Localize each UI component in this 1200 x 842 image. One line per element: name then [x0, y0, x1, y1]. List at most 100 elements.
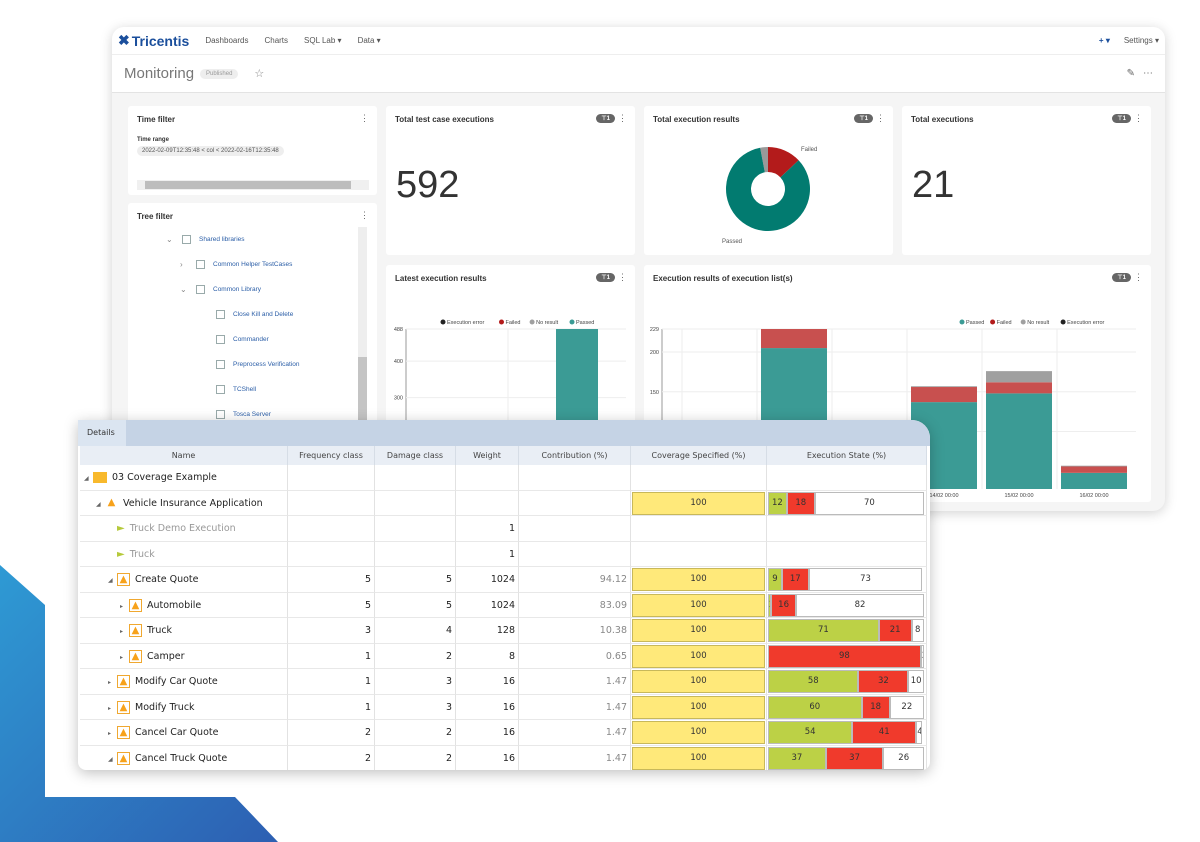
table-row-name[interactable]: ▸ ▲ Truck: [80, 618, 288, 644]
time-range-value[interactable]: 2022-02-09T12:35:48 < col < 2022-02-16T1…: [137, 146, 284, 156]
expand-toggle-icon[interactable]: ◢: [108, 577, 113, 584]
execution-segment-passed: 12: [768, 491, 787, 515]
checkbox[interactable]: [216, 310, 225, 319]
table-row-name[interactable]: ▸ ▲ Modify Truck: [80, 694, 288, 720]
coverage-bar: 100: [632, 746, 765, 770]
filter-badge[interactable]: ⊤1: [596, 114, 615, 123]
chevron-right-icon[interactable]: ›: [180, 260, 183, 269]
card-menu-icon[interactable]: ⋮: [618, 113, 627, 123]
tree-item[interactable]: Close Kill and Delete: [216, 310, 293, 319]
column-header-coverage-specified-[interactable]: Coverage Specified (%): [631, 446, 767, 465]
expand-toggle-icon[interactable]: ▸: [120, 602, 124, 610]
tree-item[interactable]: ⌄ Shared libraries: [166, 235, 245, 244]
status-badge: Published: [200, 68, 239, 79]
table-row-name[interactable]: ◢ 03 Coverage Example: [80, 465, 288, 491]
x-tick-label: 14/02 00:00: [929, 493, 958, 499]
cell-freq: [288, 490, 375, 516]
column-header-execution-state-[interactable]: Execution State (%): [767, 446, 927, 465]
checkbox[interactable]: [196, 260, 205, 269]
column-header-frequency-class[interactable]: Frequency class: [288, 446, 375, 465]
tree-item[interactable]: Tosca Server: [216, 410, 271, 419]
cell-coverage: 100: [631, 643, 767, 669]
table-row-name[interactable]: ▸ ▲ Modify Car Quote: [80, 669, 288, 695]
execution-segment-failed: 18: [786, 491, 815, 515]
table-row-name[interactable]: ▸ ▲ Cancel Car Quote: [80, 720, 288, 746]
filter-badge[interactable]: ⊤1: [596, 273, 615, 282]
nav-charts[interactable]: Charts: [264, 36, 289, 45]
expand-toggle-icon[interactable]: ◢: [108, 755, 113, 763]
table-row-name[interactable]: ► Truck: [80, 541, 288, 567]
edit-icon[interactable]: ✎: [1126, 68, 1135, 79]
requirement-warning-icon: ▲: [107, 496, 116, 508]
table-row-name[interactable]: ▸ ▲ Camper: [80, 643, 288, 669]
table-row-name[interactable]: ◢ ▲ Cancel Truck Quote: [80, 745, 288, 770]
checkbox[interactable]: [216, 335, 225, 344]
table-row-name[interactable]: ▸ ▲ Automobile: [80, 592, 288, 618]
checkbox[interactable]: [216, 410, 225, 419]
horizontal-scrollbar[interactable]: [137, 180, 369, 190]
column-header-damage-class[interactable]: Damage class: [375, 446, 456, 465]
checkbox[interactable]: [216, 360, 225, 369]
table-row-name[interactable]: ► Truck Demo Execution: [80, 516, 288, 542]
filter-badge[interactable]: ⊤1: [854, 114, 873, 123]
column-header-name[interactable]: Name: [80, 446, 288, 465]
cell-weight: 16: [456, 720, 519, 746]
checkbox[interactable]: [196, 285, 205, 294]
favorite-star-icon[interactable]: ☆: [254, 68, 265, 80]
card-menu-icon[interactable]: ⋮: [360, 210, 369, 220]
checkbox[interactable]: [182, 235, 191, 244]
card-menu-icon[interactable]: ⋮: [1134, 113, 1143, 123]
card-menu-icon[interactable]: ⋮: [1134, 272, 1143, 282]
cell-coverage: 100: [631, 567, 767, 593]
cell-execution-state: 54 41 4: [767, 720, 927, 746]
tree-item[interactable]: Commander: [216, 335, 269, 344]
legend-label: Passed: [966, 320, 984, 326]
tree-item[interactable]: ⌄ Common Library: [180, 285, 261, 294]
column-header-weight[interactable]: Weight: [456, 446, 519, 465]
card-menu-icon[interactable]: ⋮: [360, 113, 369, 123]
nav-sql-lab[interactable]: SQL Lab ▾: [304, 36, 342, 45]
cell-freq: [288, 541, 375, 567]
filter-badge[interactable]: ⊤1: [1112, 114, 1131, 123]
requirement-warning-icon: ▲: [129, 649, 142, 663]
settings-menu[interactable]: Settings ▾: [1123, 36, 1159, 45]
expand-toggle-icon[interactable]: ▸: [108, 679, 112, 686]
cell-weight: 128: [456, 618, 519, 644]
bar-passed: [986, 393, 1052, 489]
tree-item[interactable]: Preprocess Verification: [216, 360, 299, 369]
chevron-down-icon[interactable]: ⌄: [166, 235, 173, 244]
tab-details[interactable]: Details: [78, 420, 126, 446]
card-menu-icon[interactable]: ⋮: [618, 272, 627, 282]
expand-toggle-icon[interactable]: ▸: [120, 653, 124, 661]
checkbox[interactable]: [216, 385, 225, 394]
nav-data[interactable]: Data ▾: [357, 36, 381, 45]
add-button[interactable]: + ▾: [1098, 36, 1110, 45]
tree-item[interactable]: TCShell: [216, 385, 256, 394]
tricentis-logo[interactable]: ✖ Tricentis: [118, 32, 190, 49]
filter-badge[interactable]: ⊤1: [1112, 273, 1131, 282]
table-row-name[interactable]: ◢ ▲ Vehicle Insurance Application: [80, 490, 288, 516]
expand-toggle-icon[interactable]: ▸: [108, 730, 112, 737]
cell-damage: [375, 465, 456, 491]
card-title: Tree filter: [137, 212, 174, 221]
cell-coverage: 100: [631, 592, 767, 618]
expand-toggle-icon[interactable]: ▸: [120, 628, 124, 635]
expand-toggle-icon[interactable]: ◢: [84, 475, 89, 482]
vertical-scrollbar[interactable]: [358, 227, 367, 427]
table-row-name[interactable]: ◢ ▲ Create Quote: [80, 567, 288, 593]
expand-toggle-icon[interactable]: ▸: [108, 704, 112, 712]
card-menu-icon[interactable]: ⋮: [876, 113, 885, 123]
dashboard-header: Monitoring Published ☆ ✎ ⋯: [112, 55, 1165, 93]
cell-freq: 1: [288, 669, 375, 695]
more-options-icon[interactable]: ⋯: [1143, 68, 1153, 79]
execution-segment-failed: 32: [858, 670, 909, 693]
execution-segment-failed: 16: [771, 593, 797, 617]
requirement-warning-icon: ▲: [117, 751, 130, 765]
tree-item[interactable]: › Common Helper TestCases: [180, 260, 292, 269]
nav-dashboards[interactable]: Dashboards: [205, 36, 249, 45]
execution-segment-passed: 2: [768, 593, 772, 617]
column-header-contribution-[interactable]: Contribution (%): [519, 446, 631, 465]
chevron-down-icon[interactable]: ⌄: [180, 285, 187, 294]
expand-toggle-icon[interactable]: ◢: [96, 500, 101, 508]
cell-contrib: 1.47: [519, 720, 631, 746]
